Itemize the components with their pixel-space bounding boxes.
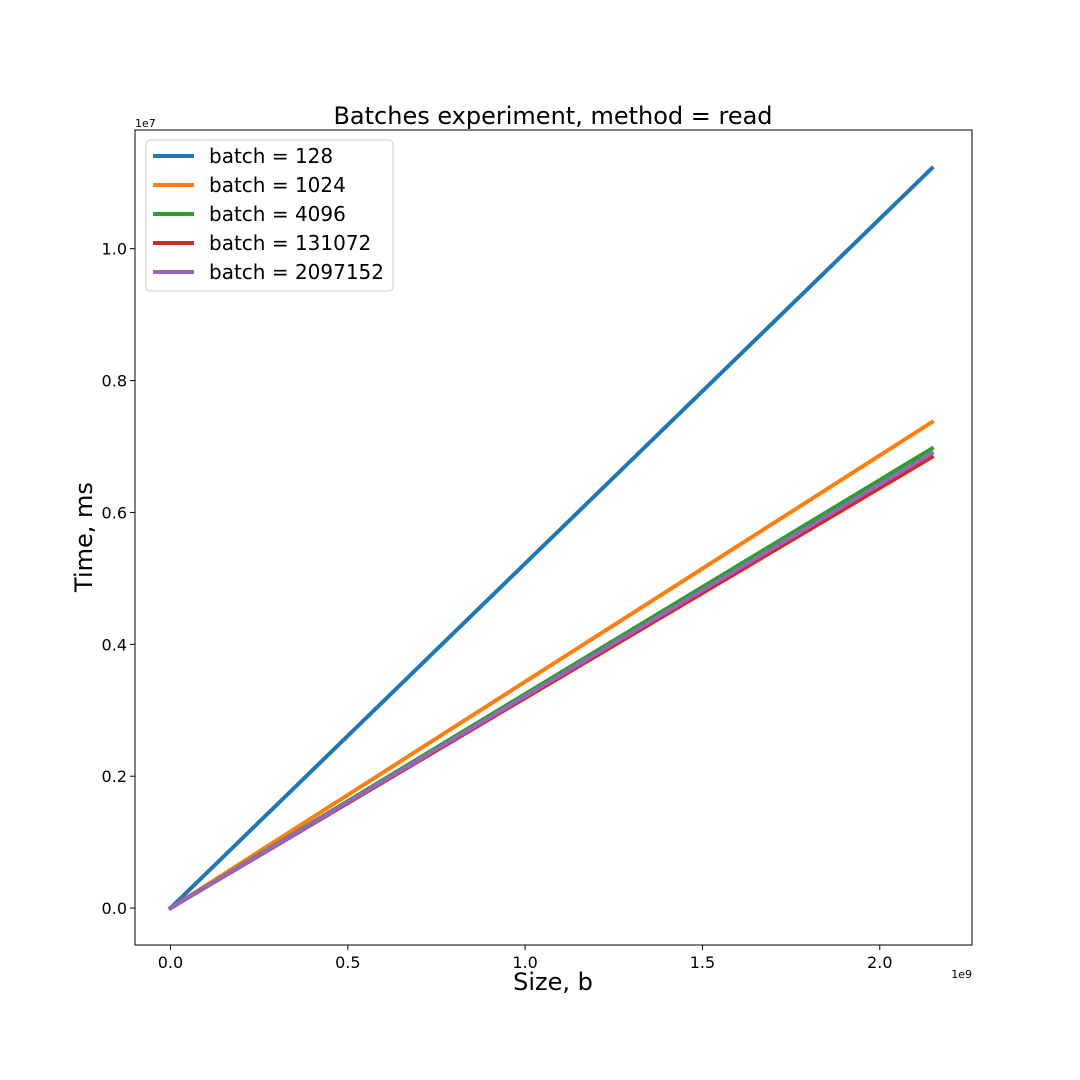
x-tick-label: 2.0: [867, 953, 892, 972]
legend-items: batch = 128 batch = 1024 batch = 4096 batch…: [153, 144, 384, 284]
y-tick-label: 1.0: [102, 240, 127, 259]
legend: batch = 128 batch = 1024 batch = 4096 batch…: [145, 139, 394, 292]
legend-label-3: batch = 131072: [209, 231, 371, 255]
y-tick-label: 0.4: [102, 635, 127, 654]
y-tick-label: 0.6: [102, 503, 127, 522]
y-tick-label: 0.2: [102, 767, 127, 786]
series-line-0: [167, 165, 935, 911]
x-offset-label: 1e9: [951, 968, 972, 981]
x-tick-label: 1.5: [690, 953, 715, 972]
y-tick-label: 0.0: [102, 899, 127, 918]
y-axis-label: Time, ms: [70, 482, 98, 593]
series-lines: [167, 165, 935, 911]
legend-label-4: batch = 2097152: [209, 260, 384, 284]
chart-title: Batches experiment, method = read: [333, 102, 772, 130]
legend-box: [145, 139, 394, 292]
y-tick-label: 0.8: [102, 372, 127, 391]
x-ticks: 0.0 0.5 1.0 1.5 2.0: [158, 945, 893, 972]
y-offset-label: 1e7: [135, 117, 156, 130]
x-tick-label: 1.0: [512, 953, 537, 972]
legend-label-2: batch = 4096: [209, 202, 346, 226]
x-tick-label: 0.5: [335, 953, 360, 972]
legend-label-0: batch = 128: [209, 144, 333, 168]
series-line-4: [167, 450, 935, 911]
x-axis-label: Size, b: [513, 968, 593, 996]
series-line-1: [167, 419, 935, 911]
y-ticks: 0.0 0.2 0.4 0.6 0.8 1.0: [102, 240, 135, 918]
legend-label-1: batch = 1024: [209, 173, 346, 197]
x-tick-label: 0.0: [158, 953, 183, 972]
